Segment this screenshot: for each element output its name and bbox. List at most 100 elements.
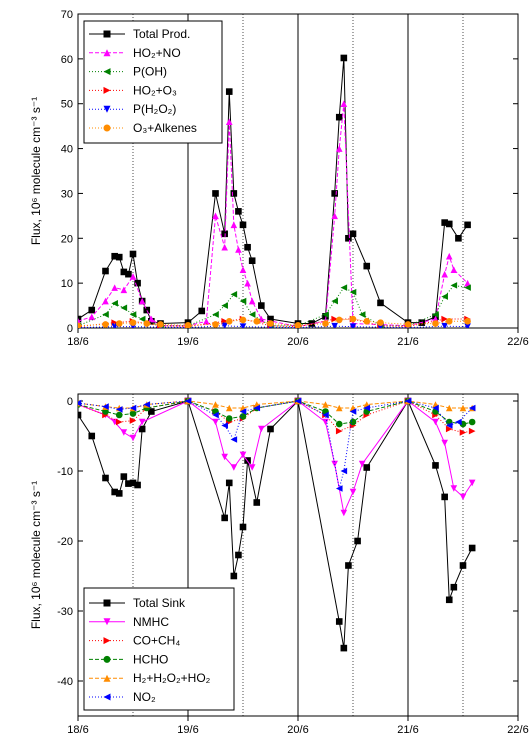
data-point — [225, 118, 233, 125]
data-point — [102, 267, 109, 275]
data-point — [134, 481, 141, 489]
data-point — [129, 417, 137, 424]
data-point — [340, 284, 348, 291]
legend-item-total-prod: Total Prod. — [89, 27, 190, 41]
x-tick-label: 18/6 — [67, 724, 88, 736]
data-point — [258, 302, 265, 309]
data-point — [340, 509, 348, 517]
data-point — [78, 315, 82, 323]
data-point — [129, 250, 137, 258]
data-point — [221, 514, 228, 522]
data-point — [120, 286, 128, 294]
data-point — [253, 317, 261, 325]
data-point — [129, 434, 137, 442]
data-point — [294, 397, 302, 405]
data-point — [78, 322, 82, 328]
data-point — [258, 425, 265, 433]
y-axis-title: Flux, 10⁶ molecule cm⁻³ s⁻¹ — [29, 97, 43, 245]
data-point — [432, 404, 439, 412]
legend-marker — [103, 68, 111, 76]
data-point — [363, 464, 371, 471]
data-point — [78, 399, 82, 407]
data-point — [157, 321, 164, 328]
data-point — [129, 311, 137, 318]
series-layer — [78, 54, 471, 328]
data-point — [125, 480, 132, 487]
data-point — [248, 464, 256, 471]
data-point — [88, 432, 96, 440]
data-point — [335, 485, 343, 492]
data-point — [212, 401, 219, 408]
data-point — [267, 320, 274, 327]
legend-marker — [103, 655, 111, 663]
data-point — [267, 315, 274, 323]
data-point — [184, 322, 192, 328]
data-point — [377, 319, 384, 326]
series-total-sink — [78, 397, 476, 652]
data-point — [441, 293, 448, 300]
data-point — [455, 418, 462, 426]
data-point — [184, 397, 192, 405]
y-tick-label: 20 — [61, 233, 73, 245]
data-point — [230, 436, 238, 443]
x-tick-label: 19/6 — [177, 336, 198, 348]
data-point — [331, 322, 338, 328]
data-point — [445, 317, 453, 325]
legend-label: H₂+H₂O₂+HO₂ — [133, 671, 211, 685]
legend-label: NMHC — [133, 615, 169, 629]
legend-marker — [103, 30, 111, 38]
legend-label: HO₂+O₃ — [133, 83, 177, 97]
data-point — [455, 234, 462, 242]
data-point — [441, 322, 448, 328]
legend-items: Total Sink NMHC CO+CH₄ HCHO H₂+H₂O₂+HO₂ NO₂ — [89, 596, 211, 704]
data-point — [248, 297, 256, 305]
y-tick-label: 0 — [67, 396, 73, 408]
legend: Total Prod. HO₂+NO P(OH) HO₂+O₃ P(H₂O₂) O₃+Al… — [83, 20, 223, 144]
series-line — [78, 318, 468, 327]
data-point — [225, 479, 233, 487]
data-point — [111, 284, 118, 291]
data-point — [253, 404, 261, 412]
legend-item-hcho: HCHO — [89, 652, 168, 666]
legend-label: NO₂ — [133, 690, 156, 704]
data-point — [464, 221, 471, 229]
data-point — [78, 411, 82, 419]
data-point — [459, 562, 467, 569]
data-point — [445, 422, 453, 429]
legend-marker — [103, 86, 111, 94]
data-point — [445, 596, 453, 604]
data-point — [441, 493, 448, 501]
data-point — [322, 418, 329, 426]
data-point — [225, 415, 233, 422]
data-point — [459, 493, 467, 501]
data-point — [115, 490, 123, 497]
y-tick-label: 70 — [61, 9, 73, 21]
x-tick-label: 19/6 — [177, 724, 198, 736]
data-point — [212, 190, 219, 197]
data-point — [248, 311, 256, 318]
data-point — [445, 252, 453, 260]
data-point — [363, 404, 371, 412]
data-point — [354, 537, 361, 545]
series-o-alkenes — [78, 315, 471, 328]
data-point — [340, 54, 348, 62]
legend-label: Total Sink — [133, 596, 186, 610]
x-axis-ticks: 18/6 19/6 20/6 21/6 22/6 — [67, 716, 529, 736]
data-point — [335, 316, 343, 324]
production-chart: 0 10 20 30 40 50 60 70 18/6 19/6 20/6 21/6 22/6 Flu… — [29, 9, 529, 348]
data-point — [230, 291, 238, 298]
data-point — [138, 425, 146, 433]
data-point — [88, 313, 96, 321]
x-tick-label: 22/6 — [507, 336, 528, 348]
data-point — [239, 297, 247, 305]
legend-box — [83, 587, 235, 711]
data-point — [432, 462, 439, 469]
data-point — [125, 270, 132, 278]
data-point — [340, 100, 348, 108]
data-point — [143, 320, 151, 327]
data-point — [244, 243, 251, 251]
series-layer — [78, 397, 476, 652]
data-point — [230, 572, 238, 580]
data-point — [331, 315, 338, 323]
data-point — [225, 317, 233, 325]
